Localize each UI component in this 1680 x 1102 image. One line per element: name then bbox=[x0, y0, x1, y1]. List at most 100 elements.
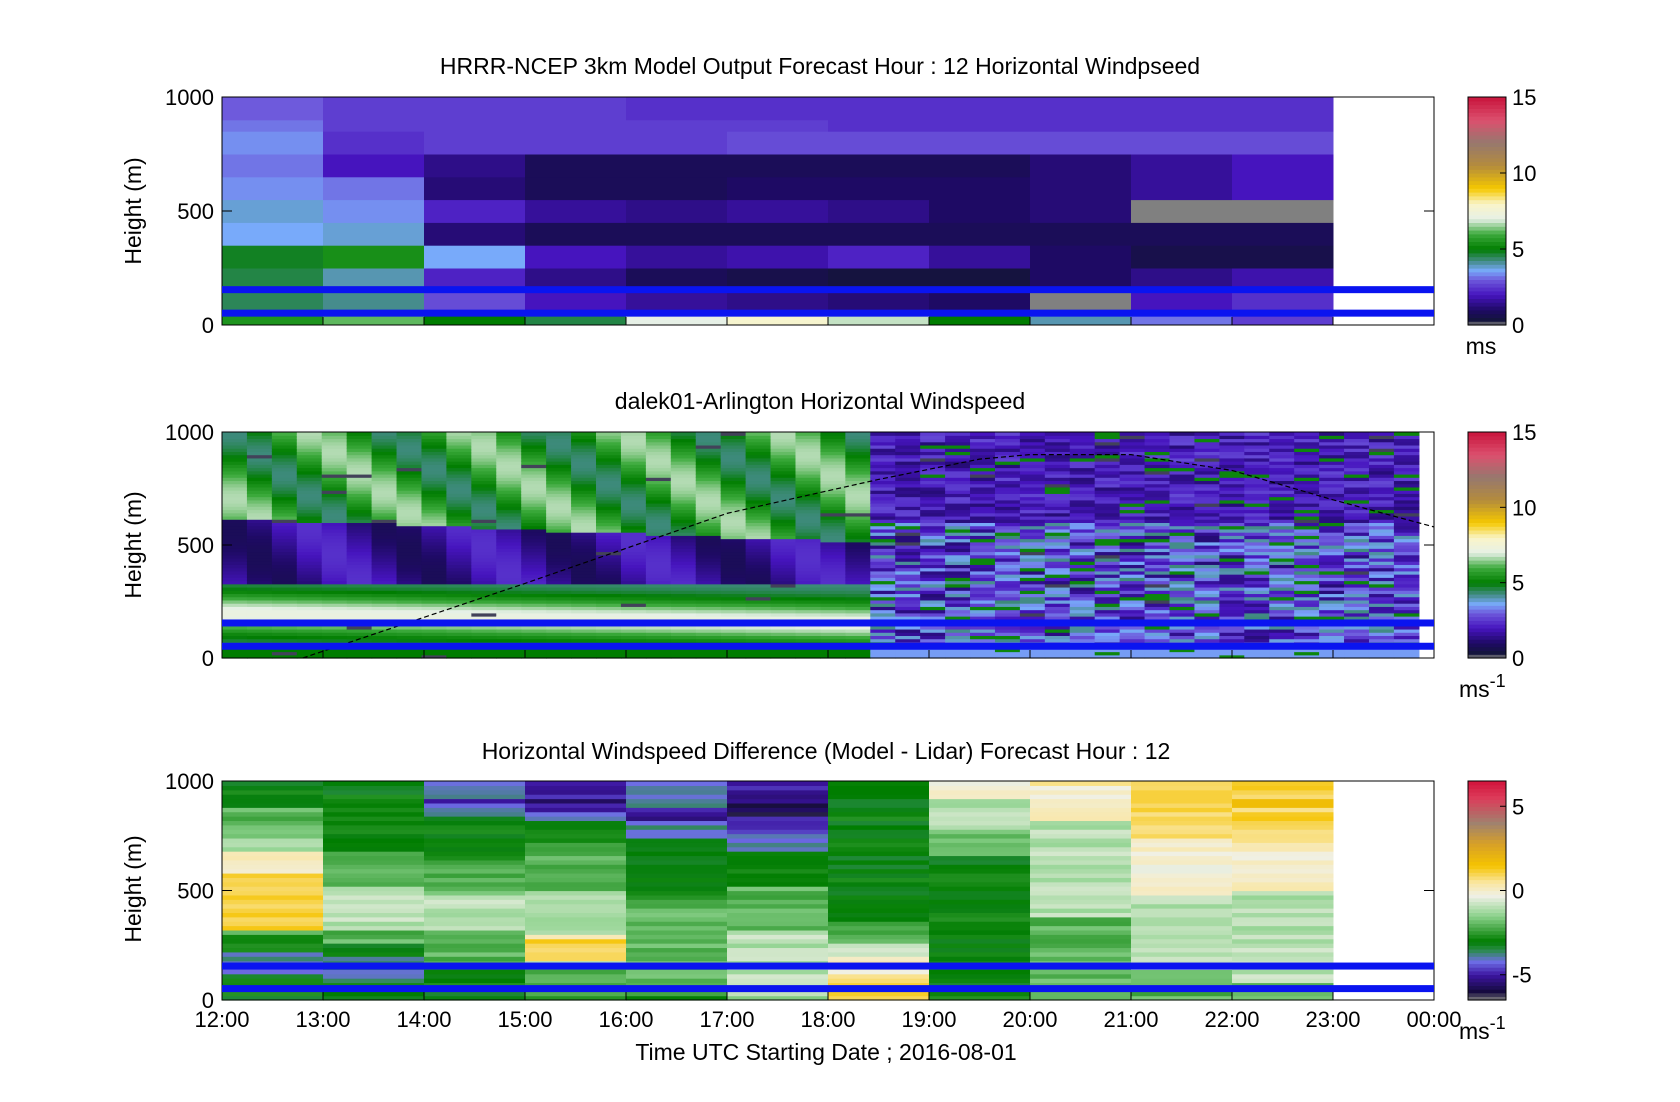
lidar-cell bbox=[745, 448, 772, 452]
lidar-cell bbox=[870, 551, 896, 556]
lidar-cell bbox=[1194, 457, 1220, 462]
lidar-cell bbox=[1144, 603, 1171, 607]
lidar-cell bbox=[945, 519, 971, 523]
lidar-cell bbox=[845, 554, 871, 559]
lidar-cell bbox=[870, 496, 896, 501]
lidar-cell bbox=[1244, 538, 1270, 543]
lidar-cell bbox=[371, 441, 398, 446]
lidar-cell bbox=[1094, 616, 1121, 620]
lidar-cell bbox=[296, 486, 323, 491]
lidar-cell bbox=[321, 519, 348, 523]
difference-cell bbox=[929, 934, 1031, 940]
lidar-cell bbox=[222, 493, 248, 498]
lidar-cell bbox=[421, 432, 448, 436]
lidar-cell bbox=[870, 535, 896, 540]
lidar-cell bbox=[321, 454, 348, 459]
lidar-cell bbox=[745, 509, 772, 514]
difference-cell bbox=[525, 842, 627, 848]
lidar-cell bbox=[296, 451, 323, 456]
lidar-cell bbox=[496, 548, 522, 553]
lidar-cell bbox=[1244, 586, 1270, 591]
lidar-cell bbox=[795, 557, 822, 562]
lidar-cell bbox=[1219, 586, 1245, 591]
lidar-cell bbox=[820, 519, 846, 523]
lidar-cell bbox=[296, 567, 323, 572]
difference-cell bbox=[323, 824, 425, 830]
difference-cell bbox=[222, 886, 324, 892]
lidar-cell bbox=[1144, 596, 1171, 601]
lidar-cell bbox=[1069, 616, 1096, 620]
lidar-cell bbox=[421, 509, 448, 514]
lidar-cell bbox=[346, 635, 373, 640]
difference-cell bbox=[828, 811, 930, 817]
lidar-cell bbox=[521, 545, 547, 549]
lidar-cell bbox=[371, 651, 398, 656]
lidar-cell bbox=[745, 473, 772, 478]
difference-cell bbox=[424, 807, 526, 813]
lidar-cell bbox=[945, 448, 971, 452]
lidar-cell bbox=[596, 448, 622, 452]
difference-cell bbox=[626, 842, 728, 848]
lidar-cell bbox=[670, 532, 697, 536]
lidar-cell bbox=[246, 628, 273, 633]
lidar-cell bbox=[596, 515, 622, 520]
lidar-cell bbox=[695, 503, 722, 507]
lidar-cell bbox=[546, 438, 572, 443]
lidar-cell bbox=[820, 444, 846, 449]
lidar-cell bbox=[1069, 480, 1096, 485]
lidar-cell bbox=[645, 528, 672, 533]
lidar-cell bbox=[596, 583, 622, 588]
lidar-cell bbox=[1144, 541, 1171, 546]
lidar-cell bbox=[1119, 548, 1146, 553]
lidar-cell bbox=[296, 519, 323, 523]
colorbar-segment bbox=[1468, 100, 1506, 106]
lidar-cell bbox=[695, 541, 722, 546]
lidar-cell bbox=[745, 454, 772, 459]
lidar-cell bbox=[271, 590, 298, 595]
lidar-cell bbox=[1069, 596, 1096, 601]
lidar-cell bbox=[571, 509, 597, 514]
lidar-cell bbox=[670, 515, 697, 520]
lidar-cell bbox=[521, 483, 547, 488]
lidar-cell bbox=[1393, 612, 1420, 617]
lidar-cell bbox=[271, 525, 298, 530]
lidar-cell bbox=[421, 467, 448, 472]
lidar-cell bbox=[1144, 612, 1171, 617]
lidar-cell bbox=[1368, 457, 1395, 462]
lidar-cell bbox=[222, 503, 248, 507]
lidar-cell bbox=[1044, 574, 1071, 578]
lidar-cell bbox=[745, 551, 772, 556]
lidar-cell bbox=[571, 603, 597, 607]
lidar-cell bbox=[1294, 486, 1320, 491]
lidar-cell bbox=[1368, 593, 1395, 598]
lidar-cell bbox=[546, 470, 572, 475]
lidar-cell bbox=[321, 438, 348, 443]
colorbar-segment bbox=[1468, 821, 1506, 826]
lidar-cell bbox=[970, 551, 996, 556]
lidar-cell bbox=[795, 496, 822, 501]
lidar-cell bbox=[421, 483, 448, 488]
lidar-cell bbox=[770, 654, 797, 659]
lidar-cell bbox=[346, 632, 373, 636]
lidar-cell bbox=[845, 432, 871, 436]
lidar-cell bbox=[745, 599, 772, 604]
lidar-cell bbox=[371, 470, 398, 475]
lidar-cell bbox=[770, 599, 797, 604]
difference-cell bbox=[1232, 833, 1334, 839]
lidar-cell bbox=[246, 654, 273, 659]
lidar-cell bbox=[596, 525, 622, 530]
lidar-cell bbox=[1368, 577, 1395, 582]
lidar-cell bbox=[895, 561, 921, 565]
lidar-cell bbox=[1119, 577, 1146, 582]
lidar-cell bbox=[1019, 483, 1046, 488]
model-cell bbox=[222, 268, 324, 292]
lidar-cell bbox=[1344, 648, 1370, 653]
lidar-cell bbox=[371, 519, 398, 523]
lidar-cell bbox=[446, 522, 472, 527]
lidar-cell bbox=[745, 467, 772, 472]
lidar-cell bbox=[546, 486, 572, 491]
lidar-cell bbox=[1219, 454, 1245, 459]
colorbar-segment bbox=[1468, 233, 1506, 239]
lidar-cell bbox=[271, 580, 298, 585]
lidar-cell bbox=[720, 554, 747, 559]
